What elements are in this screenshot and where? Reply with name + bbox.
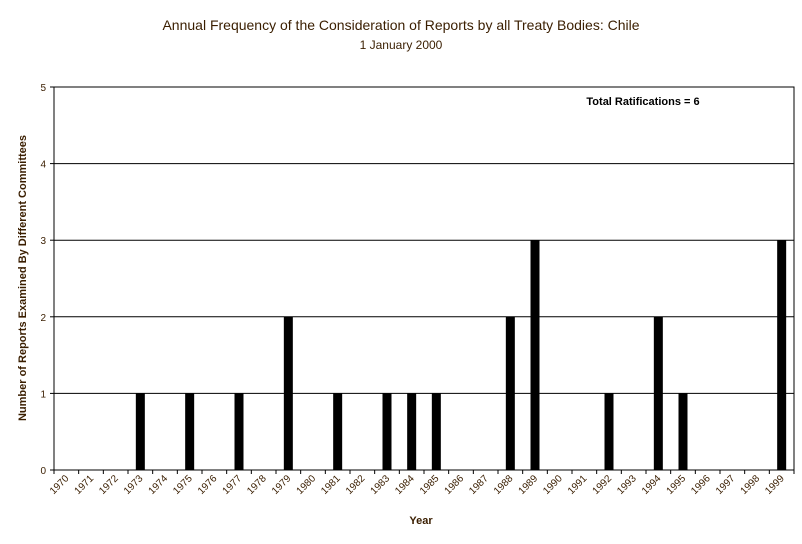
y-axis-ticks: 0 1 2 3 4 5 (40, 83, 54, 477)
bar-1973 (135, 393, 145, 470)
total-ratifications-annotation: Total Ratifications = 6 (586, 96, 699, 108)
x-tick-label-1972: 1972 (97, 473, 121, 497)
x-tick-label-1978: 1978 (245, 473, 269, 497)
x-tick-label-1986: 1986 (443, 473, 467, 497)
x-tick-label-1995: 1995 (665, 473, 689, 497)
gridlines (54, 163, 794, 394)
x-tick-label-1994: 1994 (640, 473, 664, 497)
y-tick-label: 2 (40, 313, 46, 324)
x-tick-label-1987: 1987 (467, 473, 491, 497)
bar-1999 (777, 240, 787, 470)
x-tick-label-1988: 1988 (492, 473, 516, 497)
bar-1988 (505, 316, 515, 470)
y-tick-label: 4 (40, 160, 46, 171)
x-tick-label-1996: 1996 (689, 473, 713, 497)
x-tick-label-1982: 1982 (344, 473, 368, 497)
x-tick-label-1999: 1999 (763, 473, 787, 497)
bar-1979 (283, 316, 293, 470)
x-tick-label-1979: 1979 (270, 473, 294, 497)
x-axis-ticks: 1970 1971 1972 1973 1974 1975 1976 1977 1978 1979… (48, 470, 795, 497)
x-tick-label-1998: 1998 (739, 473, 763, 497)
x-tick-label-1975: 1975 (171, 473, 195, 497)
x-tick-label-1985: 1985 (418, 473, 442, 497)
x-tick-label-1997: 1997 (714, 473, 738, 497)
x-tick-label-1977: 1977 (221, 473, 245, 497)
bar-1975 (185, 393, 195, 470)
x-axis-label: Year (409, 515, 433, 527)
y-tick-label: 5 (40, 83, 46, 94)
x-tick-label-1974: 1974 (147, 473, 171, 497)
x-tick-label-1981: 1981 (319, 473, 343, 497)
bar-1992 (604, 393, 614, 470)
x-tick-label-1971: 1971 (73, 473, 97, 497)
y-tick-label: 0 (40, 466, 46, 477)
x-tick-label-1984: 1984 (393, 473, 417, 497)
bar-1984 (407, 393, 417, 470)
bar-series (135, 240, 787, 470)
x-tick-label-1970: 1970 (48, 473, 72, 497)
x-tick-label-1980: 1980 (295, 473, 319, 497)
bar-1989 (530, 240, 540, 470)
x-tick-label-1992: 1992 (591, 473, 615, 497)
x-tick-label-1973: 1973 (122, 473, 146, 497)
x-tick-label-1990: 1990 (541, 473, 565, 497)
chart-subtitle: 1 January 2000 (360, 38, 443, 52)
y-tick-label: 1 (40, 389, 46, 400)
bar-1995 (678, 393, 688, 470)
y-axis-label: Number of Reports Examined By Different … (17, 135, 29, 421)
y-tick-label: 3 (40, 236, 46, 247)
bar-1985 (431, 393, 441, 470)
x-tick-label-1993: 1993 (615, 473, 639, 497)
x-tick-label-1976: 1976 (196, 473, 220, 497)
x-tick-label-1989: 1989 (517, 473, 541, 497)
bar-1977 (234, 393, 244, 470)
x-tick-label-1991: 1991 (566, 473, 590, 497)
x-tick-label-1983: 1983 (369, 473, 393, 497)
bar-1994 (653, 316, 663, 470)
bar-1981 (333, 393, 343, 470)
bar-1983 (382, 393, 392, 470)
chart-title: Annual Frequency of the Consideration of… (162, 17, 639, 33)
